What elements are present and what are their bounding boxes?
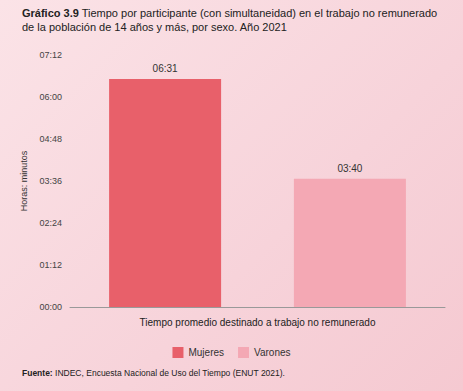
svg-text:03:40: 03:40 bbox=[337, 163, 362, 174]
svg-text:Mujeres: Mujeres bbox=[188, 347, 224, 358]
html-text:Gráfico 3.9 Tiempo por partici: Gráfico 3.9 Tiempo por participante (con… bbox=[22, 7, 438, 33]
svg-text:00:00: 00:00 bbox=[39, 302, 62, 312]
svg-text:01:12: 01:12 bbox=[39, 260, 62, 270]
svg-text:04:48: 04:48 bbox=[39, 134, 62, 144]
svg-text:Varones: Varones bbox=[254, 347, 291, 358]
svg-text:06:31: 06:31 bbox=[153, 63, 178, 74]
svg-text:Horas: minutos: Horas: minutos bbox=[19, 150, 29, 211]
svg-text:02:24: 02:24 bbox=[39, 218, 62, 228]
svg-text:03:36: 03:36 bbox=[39, 176, 62, 186]
svg-text:07:12: 07:12 bbox=[39, 50, 62, 60]
svg-text:06:00: 06:00 bbox=[39, 92, 62, 102]
svg-text:Tiempo promedio destinado a tr: Tiempo promedio destinado a trabajo no r… bbox=[140, 317, 376, 328]
html-text:Fuente: INDEC, Encuesta Nacion: Fuente: INDEC, Encuesta Nacional de Uso … bbox=[22, 368, 285, 378]
